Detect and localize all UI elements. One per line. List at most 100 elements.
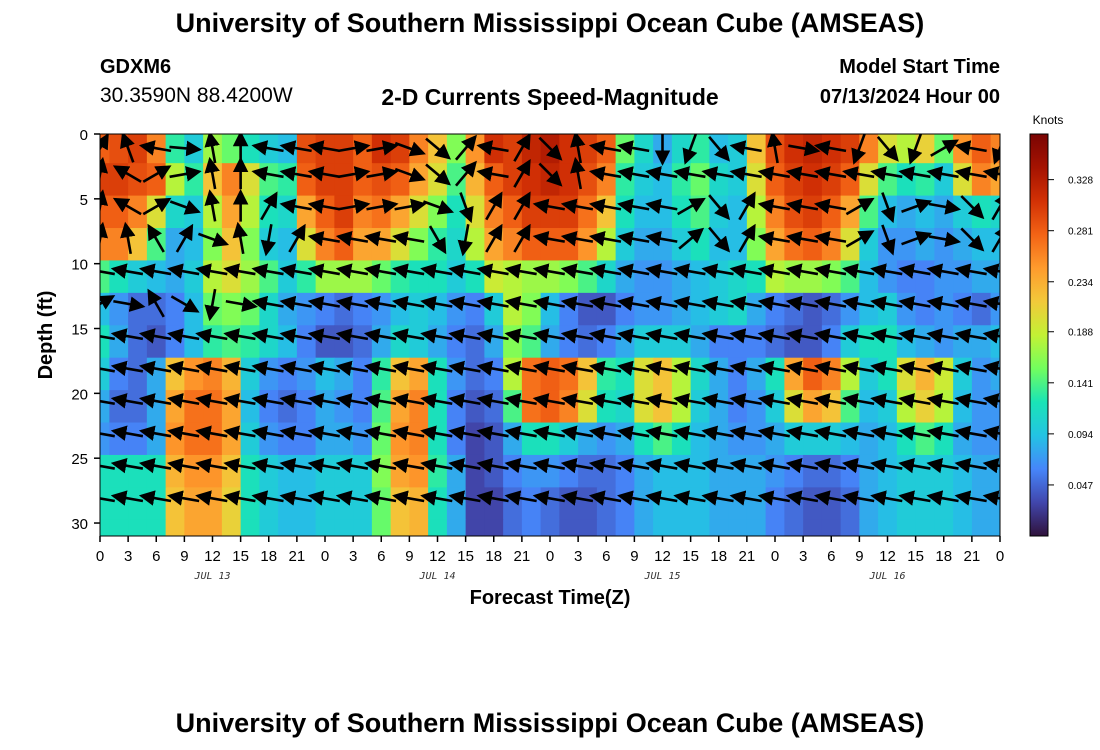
current-arrow <box>392 425 425 441</box>
heatmap-cell <box>840 357 860 391</box>
heatmap-cell <box>203 422 223 456</box>
current-arrow <box>813 140 847 156</box>
heatmap-cell <box>690 519 710 536</box>
x-tick-label: 12 <box>429 548 446 565</box>
current-arrow <box>757 490 790 506</box>
current-arrow <box>560 490 594 506</box>
heatmap-cell <box>896 390 917 424</box>
current-arrow <box>420 263 453 279</box>
heatmap-cell <box>315 519 335 536</box>
x-tick-label: 6 <box>602 548 610 565</box>
station-coordinates: 30.3590N 88.4200W <box>100 84 293 107</box>
heatmap-cell <box>240 163 260 197</box>
heatmap-cell <box>465 325 485 359</box>
heatmap-cell <box>446 163 467 197</box>
current-arrow <box>870 328 903 344</box>
current-arrow <box>538 162 563 187</box>
current-arrow <box>167 425 200 441</box>
y-tick-label: 5 <box>80 192 88 209</box>
current-arrow <box>195 360 228 377</box>
heatmap-cell <box>821 260 842 294</box>
heatmap-cell <box>990 325 1000 359</box>
heatmap-cell <box>709 454 729 488</box>
colorbar-tick-label: 0.047 <box>1068 481 1093 492</box>
heatmap-cell <box>878 357 898 391</box>
heatmap-cell <box>334 519 354 536</box>
current-arrow <box>729 425 762 441</box>
current-arrow <box>223 425 256 441</box>
current-arrow <box>335 425 369 441</box>
heatmap-cell <box>878 195 898 229</box>
heatmap-cell <box>878 519 898 536</box>
current-arrow <box>842 393 875 409</box>
heatmap-cell <box>615 519 635 536</box>
heatmap-cell <box>821 390 842 424</box>
heatmap-cell <box>259 195 279 229</box>
heatmap-cell <box>100 454 110 488</box>
heatmap-cell <box>784 487 804 521</box>
heatmap-cell <box>240 134 260 164</box>
current-arrow <box>100 270 115 276</box>
current-arrow <box>338 140 371 156</box>
current-arrow <box>363 393 397 409</box>
current-arrow <box>110 425 144 441</box>
current-arrow <box>588 263 622 279</box>
current-arrow <box>954 490 987 506</box>
current-arrow <box>870 425 903 441</box>
current-arrow <box>100 367 115 373</box>
heatmap-cell <box>128 292 148 326</box>
current-arrow <box>307 393 340 409</box>
current-arrow <box>954 140 987 156</box>
current-arrow <box>110 328 144 344</box>
heatmap-cell <box>390 195 410 229</box>
heatmap-cell <box>971 454 992 488</box>
current-arrow <box>335 328 369 344</box>
heatmap-cell <box>671 454 692 488</box>
heatmap-cell <box>690 228 710 262</box>
current-arrow <box>954 360 987 377</box>
current-arrow <box>147 223 165 253</box>
heatmap-cell <box>728 292 748 326</box>
heatmap-cell <box>409 454 429 488</box>
current-arrow <box>454 160 477 187</box>
heatmap-cell <box>428 357 448 391</box>
heatmap-cell <box>540 357 560 391</box>
heatmap-cell <box>446 325 467 359</box>
current-arrow <box>532 425 565 441</box>
heatmap-cell <box>128 519 148 536</box>
current-arrow <box>954 328 987 344</box>
current-arrow <box>898 295 931 312</box>
heatmap-cell <box>371 260 392 294</box>
current-arrow <box>588 295 622 312</box>
current-arrow <box>420 328 453 344</box>
current-arrow <box>880 192 896 224</box>
current-arrow <box>729 490 762 506</box>
heatmap-cell <box>915 390 935 424</box>
heatmap-cell <box>934 487 954 521</box>
heatmap-cell <box>503 260 523 294</box>
current-arrow <box>100 189 109 215</box>
current-arrow <box>673 295 706 312</box>
heatmap-cell <box>915 454 935 488</box>
x-tick-label: 6 <box>152 548 160 565</box>
heatmap-cell <box>971 260 992 294</box>
heatmap-cell <box>334 325 354 359</box>
current-arrow <box>701 328 734 344</box>
heatmap-cell <box>465 292 485 326</box>
heatmap-cell <box>390 325 410 359</box>
heatmap-cell <box>100 163 110 197</box>
current-arrow <box>673 457 706 474</box>
heatmap-cell <box>878 228 898 262</box>
current-arrow <box>485 223 503 253</box>
heatmap-cell <box>165 519 185 536</box>
heatmap-cell <box>484 195 504 229</box>
heatmap-cell <box>953 390 973 424</box>
heatmap-cell <box>353 487 373 521</box>
current-arrow <box>645 328 678 344</box>
current-arrow <box>898 490 931 506</box>
current-arrow <box>307 198 340 214</box>
current-arrow <box>195 393 228 409</box>
heatmap-cell <box>671 390 692 424</box>
heatmap-cell <box>803 487 823 521</box>
current-arrow <box>169 140 202 157</box>
